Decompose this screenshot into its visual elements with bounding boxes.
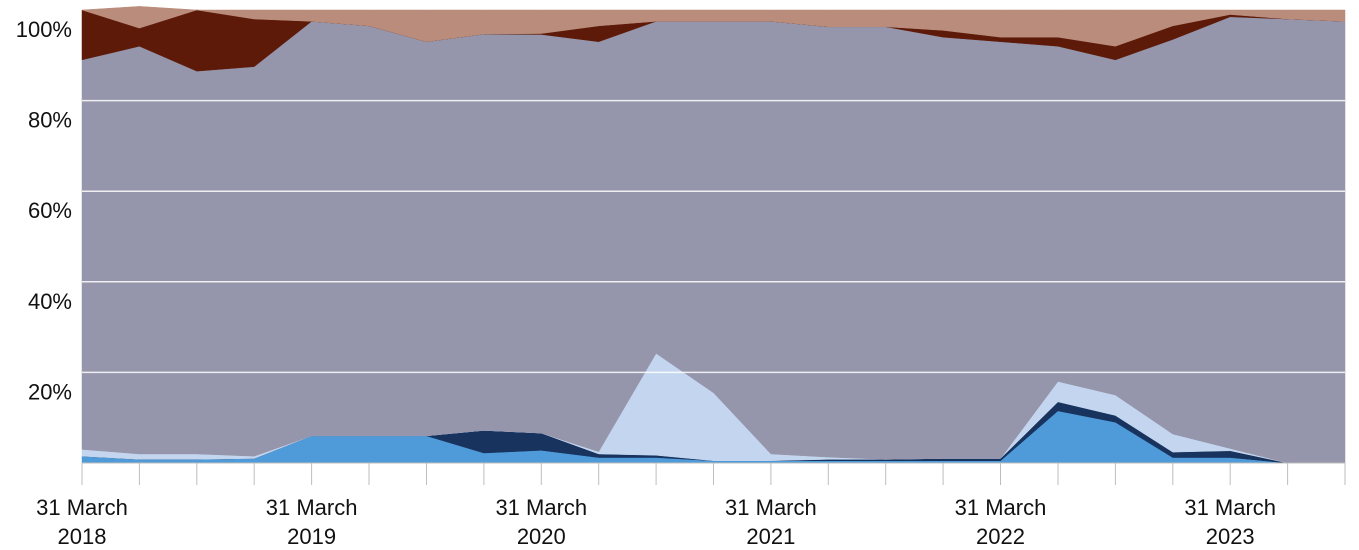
x-tick-label-2022: 31 March 2022 [955,495,1047,549]
y-tick-label-60: 60% [28,198,72,223]
x-tick-label-2023: 31 March 2023 [1184,495,1276,549]
y-axis-tick-labels: 20% 40% 60% 80% 100% [16,17,72,404]
x-tick-label-2020: 31 March 2020 [495,495,587,549]
x-tick-label-2021: 31 March 2021 [725,495,817,549]
y-tick-label-20: 20% [28,379,72,404]
y-tick-label-100: 100% [16,17,72,42]
y-tick-label-80: 80% [28,108,72,133]
area-series-6 [81,6,1346,47]
y-tick-label-40: 40% [28,289,72,314]
gridline-group [82,99,1345,374]
area-series-group [81,6,1346,464]
x-tick-label-2018: 31 March 2018 [36,495,128,549]
x-axis: 31 March 2018 31 March 2019 31 March 2020 31 M… [36,462,1346,549]
x-tick-label-2019: 31 March 2019 [266,495,358,549]
